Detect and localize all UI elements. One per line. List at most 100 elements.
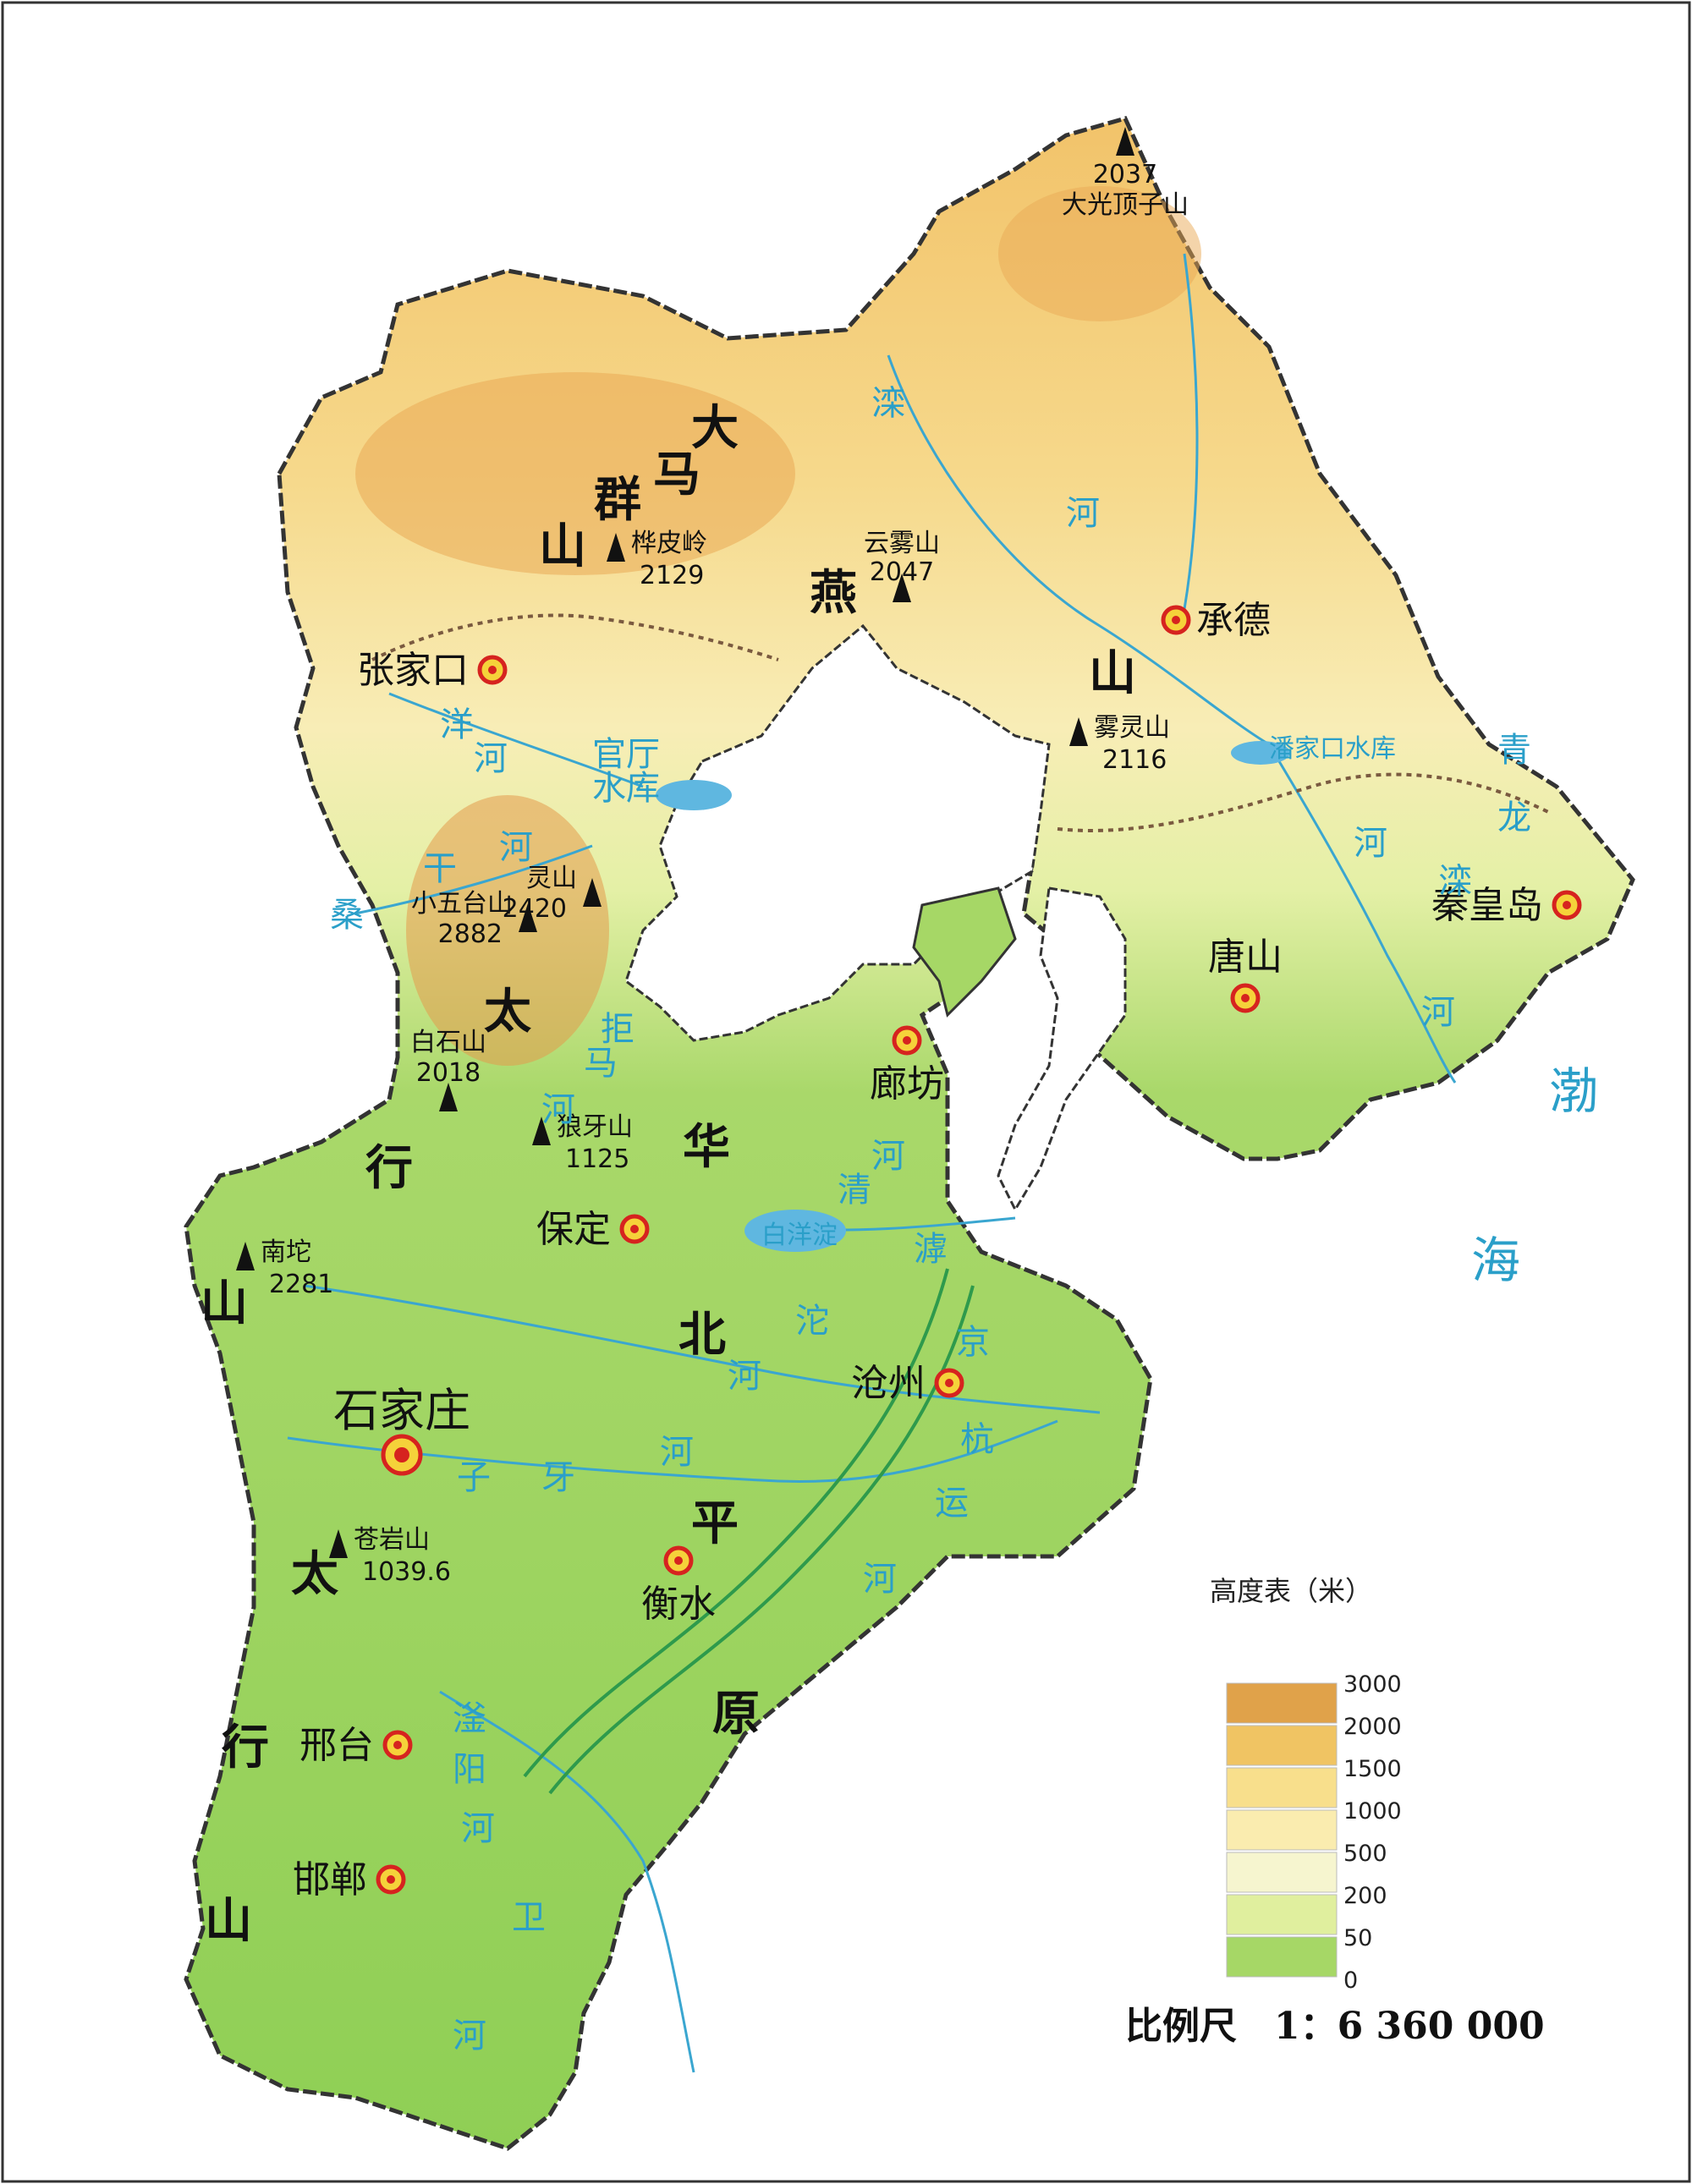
range-char: 山 xyxy=(1089,646,1136,701)
city-baoding[interactable]: 保定 xyxy=(536,1208,650,1251)
city-shijiazhuang[interactable]: 石家庄 xyxy=(333,1384,470,1476)
peak-name: 狼牙山 xyxy=(557,1112,633,1142)
legend-swatch xyxy=(1226,1682,1338,1724)
city-center-dot xyxy=(393,1741,402,1749)
city-label: 石家庄 xyxy=(333,1384,470,1437)
water-label: 河 xyxy=(453,2017,486,2055)
city-handan[interactable]: 邯郸 xyxy=(293,1858,406,1901)
water-label: 河 xyxy=(1354,824,1387,863)
peak-name: 灵山 xyxy=(526,864,577,893)
water-label: 卫 xyxy=(512,1898,546,1937)
water-label: 滦 xyxy=(871,384,905,423)
waters-layer: 滦河洋河 官厅水库桑干河拒马河清河白洋淀 滹沱河子 牙河京杭运河滏阳河卫河潘家口水库青… xyxy=(330,384,1531,2055)
range-char: 燕 xyxy=(810,566,857,621)
water-label: 潘家口水库 xyxy=(1269,734,1396,764)
legend-level: 2000 xyxy=(1343,1714,1402,1740)
peak-triangle-icon xyxy=(1116,127,1134,156)
daguangding-shade xyxy=(998,186,1201,321)
peak-triangle-icon xyxy=(329,1529,348,1558)
sea-label: 海 xyxy=(1471,1232,1520,1289)
city-label: 张家口 xyxy=(357,649,469,692)
water-label: 阳 xyxy=(453,1750,486,1789)
water-label: 河 xyxy=(541,1090,575,1129)
legend-level: 500 xyxy=(1343,1841,1387,1867)
city-center-dot xyxy=(903,1036,911,1045)
water-label: 河 xyxy=(728,1357,761,1396)
water-label: 滦 xyxy=(1438,862,1472,901)
city-center-dot xyxy=(387,1875,395,1884)
peak-huapiling[interactable]: 桦皮岭 2129 xyxy=(607,529,707,590)
peak-elevation: 2047 xyxy=(870,557,934,587)
grand-canal xyxy=(523,1268,975,1795)
peak-elevation: 2116 xyxy=(1102,745,1167,775)
city-label: 廊坊 xyxy=(870,1062,944,1106)
water-label: 拒 xyxy=(601,1010,634,1049)
peak-triangle-icon xyxy=(1069,717,1088,746)
peak-nantuo[interactable]: 南坨 2281 xyxy=(236,1237,333,1299)
peak-name: 南坨 xyxy=(261,1237,311,1267)
water-label: 官厅 xyxy=(592,735,660,774)
city-hengshui[interactable]: 衡水 xyxy=(641,1545,716,1626)
range-char: 太 xyxy=(291,1547,338,1602)
water-label: 清 xyxy=(838,1171,871,1210)
water-label: 河 xyxy=(1421,993,1455,1032)
water-label: 河 xyxy=(1066,494,1100,533)
legend-swatch xyxy=(1226,1894,1338,1935)
water-label: 水库 xyxy=(592,769,660,808)
bashang-highland-shade xyxy=(355,372,795,575)
legend-level: 1000 xyxy=(1343,1798,1402,1825)
city-tangshan[interactable]: 唐山 xyxy=(1208,936,1283,1013)
city-label: 衡水 xyxy=(641,1583,716,1626)
water-label: 马 xyxy=(584,1044,618,1083)
legend-boxes xyxy=(1226,1682,1338,1978)
range-char: 平 xyxy=(691,1496,739,1551)
scale-text: 比例尺 1：6 360 000 xyxy=(1125,2005,1545,2048)
sea-label: 渤 xyxy=(1549,1062,1598,1120)
peak-name: 雾灵山 xyxy=(1094,713,1170,743)
water-label: 桑 xyxy=(330,896,364,935)
water-label: 河 xyxy=(499,828,533,867)
water-label: 京 xyxy=(956,1323,990,1362)
city-zhangjiakou[interactable]: 张家口 xyxy=(357,649,508,692)
legend-swatch xyxy=(1226,1725,1338,1766)
city-label: 承德 xyxy=(1196,599,1271,642)
beijing-tianjin-area xyxy=(624,623,1051,1042)
range-char: 行 xyxy=(365,1141,413,1196)
city-center-dot xyxy=(674,1556,683,1565)
peak-name: 苍岩山 xyxy=(354,1525,430,1555)
range-char: 马 xyxy=(653,447,700,502)
range-char: 山 xyxy=(201,1276,248,1331)
city-langfang[interactable]: 廊坊 xyxy=(870,1025,944,1106)
water-label: 运 xyxy=(935,1484,969,1523)
peak-triangle-icon xyxy=(893,573,911,602)
water-label: 河 xyxy=(461,1809,495,1848)
peak-triangle-icon xyxy=(236,1242,255,1270)
peak-name: 小五台山 xyxy=(411,889,513,919)
city-cangzhou[interactable]: 沧州 xyxy=(851,1362,964,1405)
range-char: 华 xyxy=(683,1120,730,1175)
water-label: 白洋淀 xyxy=(761,1221,838,1250)
water-label: 洋 xyxy=(440,705,474,744)
range-char: 大 xyxy=(691,401,739,456)
city-qinhuangdao[interactable]: 秦皇岛 xyxy=(1431,884,1582,927)
city-chengde[interactable]: 承德 xyxy=(1161,599,1271,642)
city-xingtai[interactable]: 邢台 xyxy=(299,1724,413,1767)
range-char: 群 xyxy=(594,473,641,528)
water-label: 沱 xyxy=(795,1302,829,1341)
baiyangdian-lake xyxy=(744,1210,846,1252)
peak-elevation: 2882 xyxy=(438,919,503,949)
peak-elevation: 2018 xyxy=(416,1058,481,1088)
